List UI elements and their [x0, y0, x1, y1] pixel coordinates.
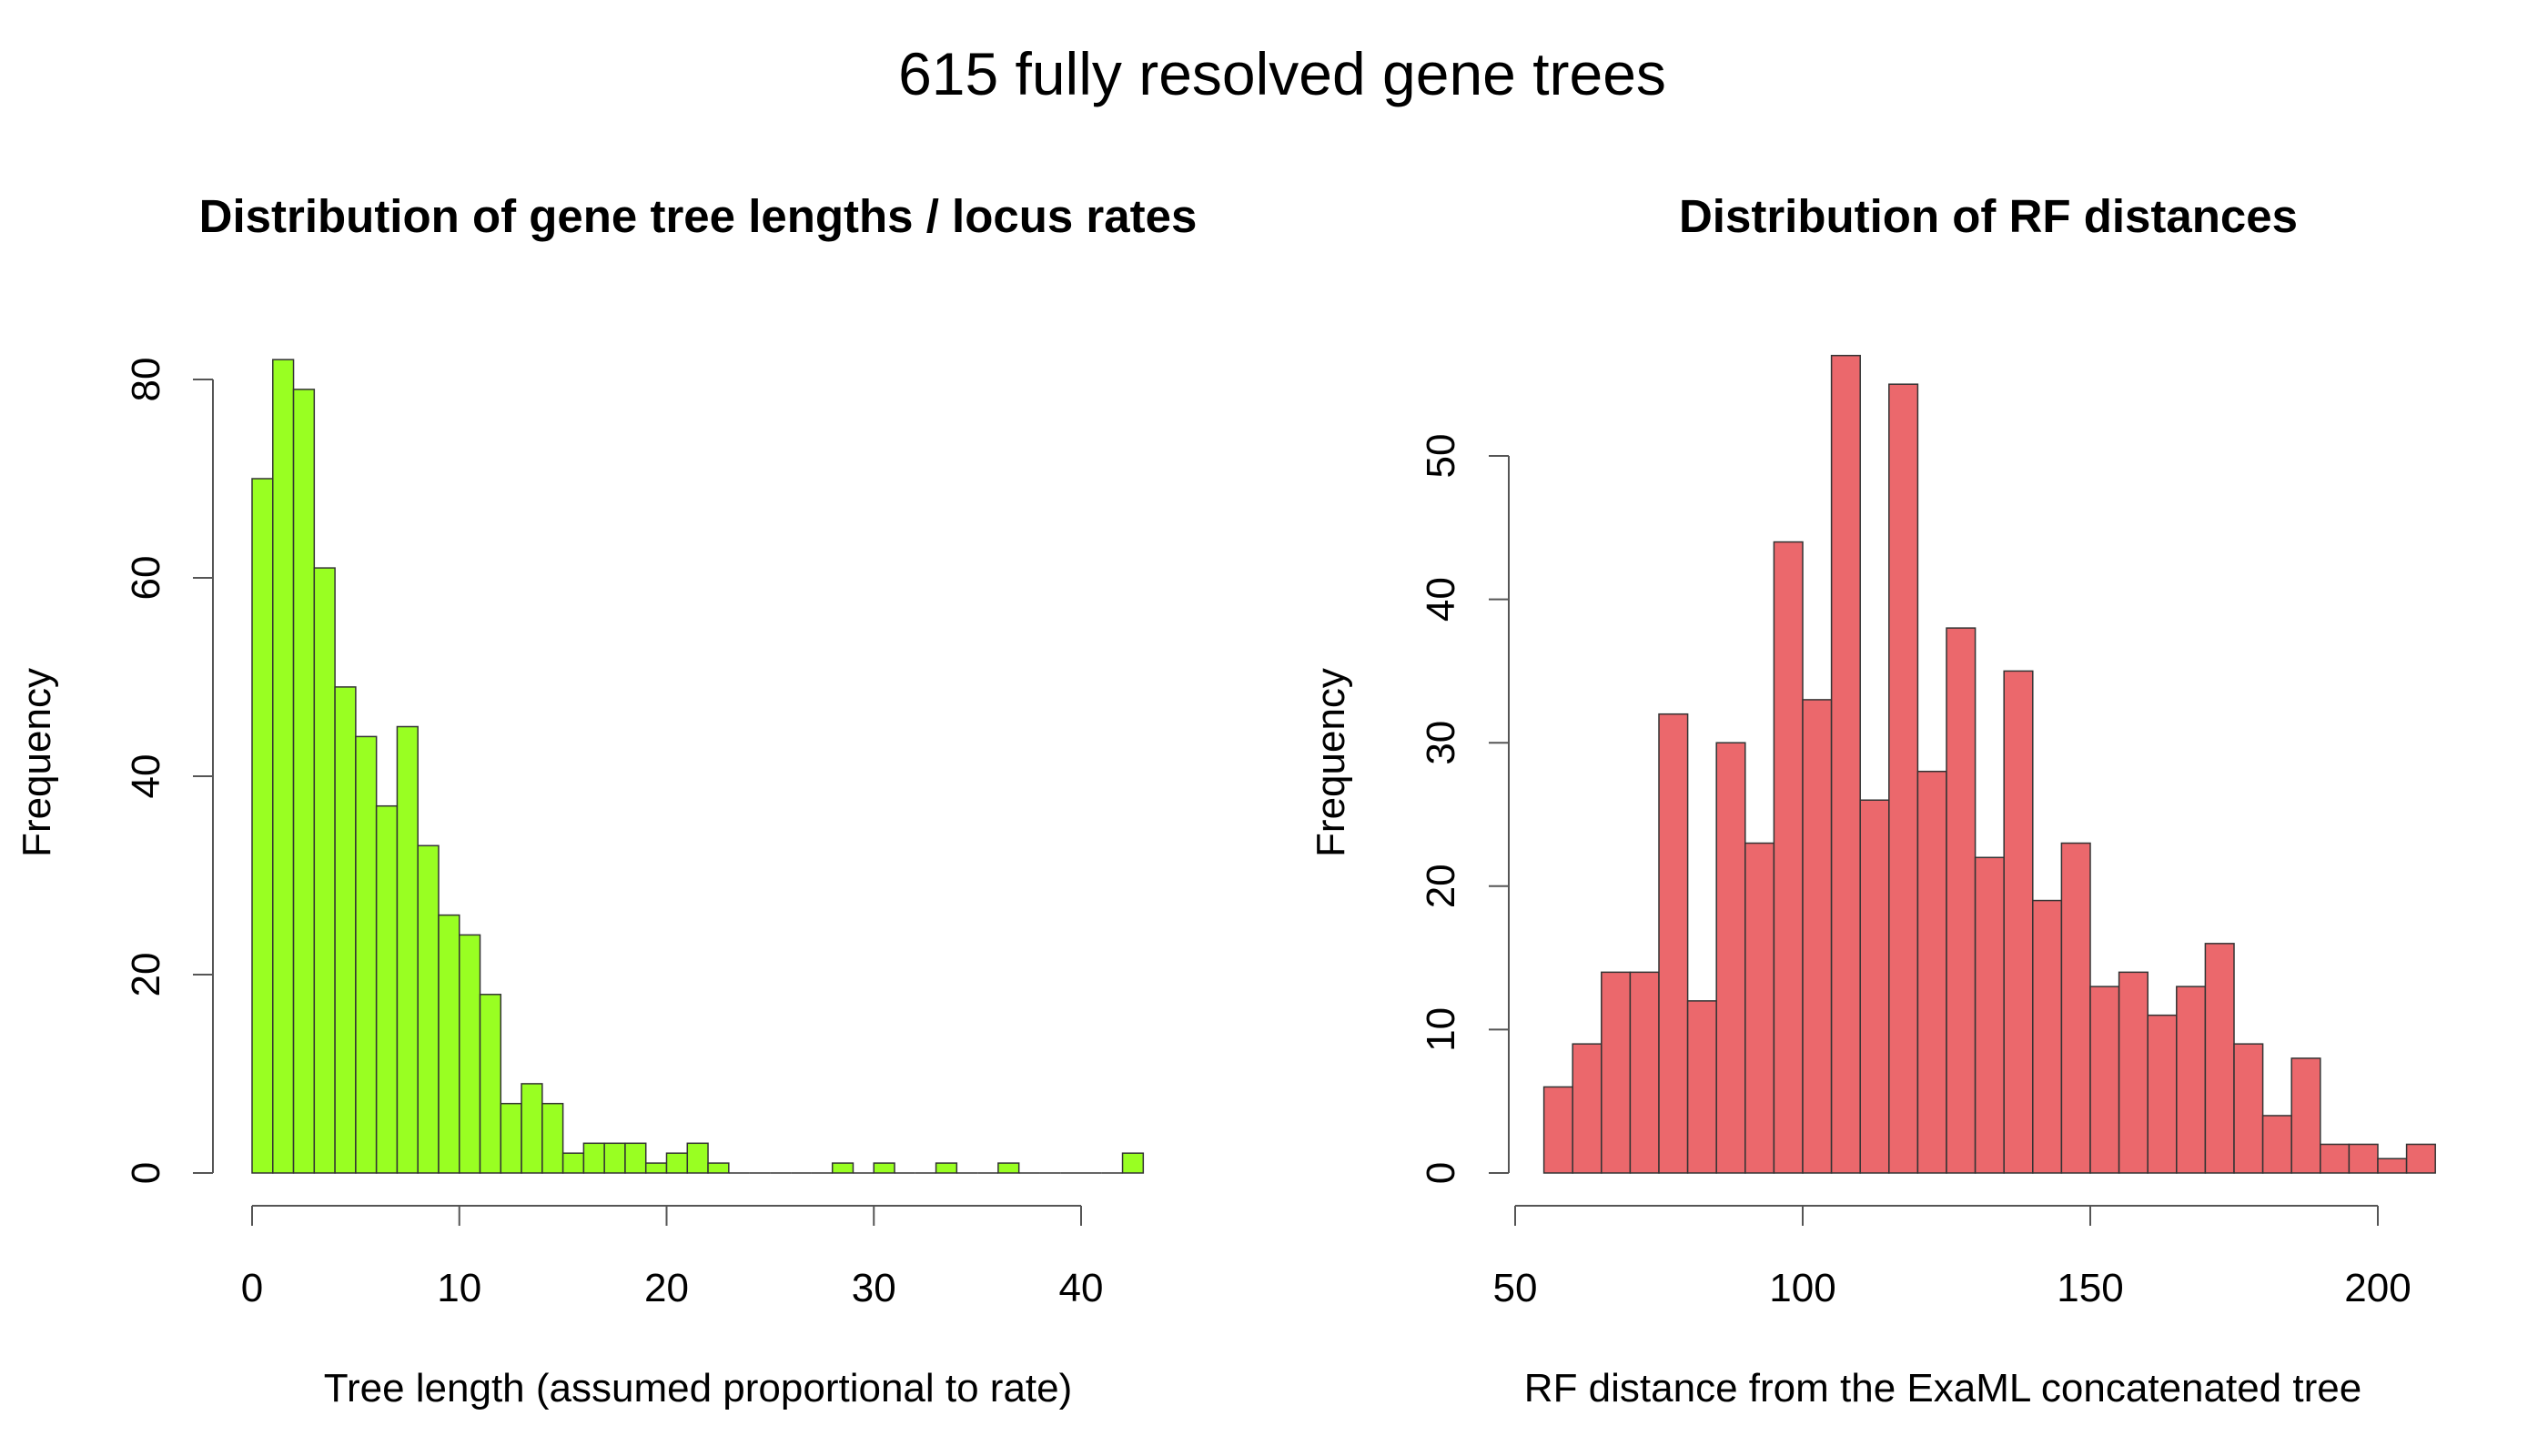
histogram-bar [355, 735, 378, 1174]
histogram-bar [2176, 986, 2207, 1174]
histogram-bar [2348, 1143, 2379, 1174]
y-tick-label: 20 [124, 953, 168, 997]
histogram-bar [831, 1162, 854, 1174]
x-tick-label: 50 [1493, 1266, 1538, 1310]
y-tick-label: 60 [124, 556, 168, 601]
histogram-bar [541, 1102, 564, 1174]
y-axis-label: Frequency [1309, 668, 1353, 857]
histogram-bar [1542, 1086, 1573, 1174]
tree-length-histogram: Distribution of gene tree lengths / locu… [15, 190, 1197, 1410]
rf-distance-histogram: Distribution of RF distances 50 100 150 200 0… [1309, 190, 2436, 1410]
histogram-bar [1773, 541, 1804, 1174]
histogram-bar [1715, 742, 1746, 1174]
histogram-bar [251, 478, 274, 1174]
histogram-bar [1572, 1043, 1603, 1174]
histogram-bar [479, 994, 502, 1174]
histogram-bar [1121, 1152, 1145, 1174]
histogram-bar [500, 1102, 522, 1174]
histogram-bar [396, 725, 419, 1174]
histogram-bar [686, 1142, 709, 1174]
histogram-bar [997, 1162, 1020, 1174]
figure-title: 615 fully resolved gene trees [898, 40, 1666, 107]
y-tick-label: 20 [1419, 864, 1463, 908]
histogram-bar [1658, 713, 1689, 1174]
histogram-bar [2261, 1115, 2292, 1174]
histogram-bar [644, 1162, 668, 1174]
histogram-bar [1686, 1000, 1717, 1174]
histogram-bar [459, 934, 481, 1174]
histogram-bar [272, 359, 295, 1174]
x-tick-label: 30 [852, 1266, 896, 1310]
histogram-bar [873, 1162, 895, 1174]
histogram-bar [707, 1162, 730, 1174]
histogram-bar [2204, 943, 2235, 1174]
histogram-bar [1830, 354, 1861, 1174]
x-tick-label: 100 [1769, 1266, 1835, 1310]
y-tick-label: 40 [1419, 577, 1463, 622]
histogram-bar [1888, 383, 1919, 1174]
histogram-bar [2089, 986, 2120, 1174]
histogram-bar [521, 1083, 543, 1174]
histogram-bar [1916, 770, 1947, 1174]
histogram-bar [1802, 699, 1833, 1174]
histogram-bar [2060, 842, 2091, 1174]
histogram-bar [1601, 971, 1632, 1174]
x-tick-label: 20 [644, 1266, 689, 1310]
histogram-bar [2032, 899, 2063, 1174]
y-tick-label: 30 [1419, 721, 1463, 765]
histogram-bar [334, 686, 357, 1174]
x-tick-label: 40 [1059, 1266, 1104, 1310]
histogram-bar [603, 1142, 626, 1174]
y-tick-label: 0 [1419, 1162, 1463, 1184]
histogram-bar [935, 1162, 958, 1174]
y-tick-label: 40 [124, 754, 168, 799]
histogram-bar [2377, 1158, 2408, 1174]
histogram-bar [2233, 1043, 2264, 1174]
x-tick-label: 150 [2057, 1266, 2123, 1310]
histogram-bar [2147, 1014, 2178, 1174]
histogram-bar [2290, 1057, 2321, 1174]
histogram-bar [292, 389, 316, 1174]
histogram-bar [313, 567, 336, 1174]
panel-title: Distribution of RF distances [1679, 190, 2298, 242]
x-tick-label: 200 [2344, 1266, 2411, 1310]
histogram-bar [1974, 856, 2005, 1174]
y-tick-label: 0 [124, 1162, 168, 1184]
y-tick-label: 10 [1419, 1007, 1463, 1052]
panel-title: Distribution of gene tree lengths / locu… [199, 190, 1198, 242]
x-axis-label: Tree length (assumed proportional to rat… [324, 1366, 1073, 1410]
histogram-bar [561, 1152, 585, 1174]
histogram-bar [1744, 842, 1775, 1174]
histogram-bar [2405, 1143, 2436, 1174]
x-tick-label: 0 [241, 1266, 263, 1310]
x-tick-label: 10 [437, 1266, 481, 1310]
histogram-bar [438, 914, 460, 1174]
y-tick-label: 50 [1419, 434, 1463, 479]
histogram-bar [375, 804, 399, 1174]
histogram-bar [624, 1142, 647, 1174]
histogram-bar [1629, 971, 1660, 1174]
histogram-bar [582, 1142, 605, 1174]
x-axis-label: RF distance from the ExaML concatenated … [1524, 1366, 2361, 1410]
y-axis-label: Frequency [15, 668, 59, 857]
histogram-bar [665, 1152, 689, 1174]
histogram-bar [2118, 971, 2149, 1174]
histogram-bar [1859, 799, 1890, 1174]
histogram-bar [417, 844, 440, 1174]
histogram-bar [1946, 627, 1977, 1174]
y-tick-label: 80 [124, 358, 168, 402]
histogram-bar [2003, 670, 2034, 1174]
histogram-bar [2320, 1143, 2351, 1174]
